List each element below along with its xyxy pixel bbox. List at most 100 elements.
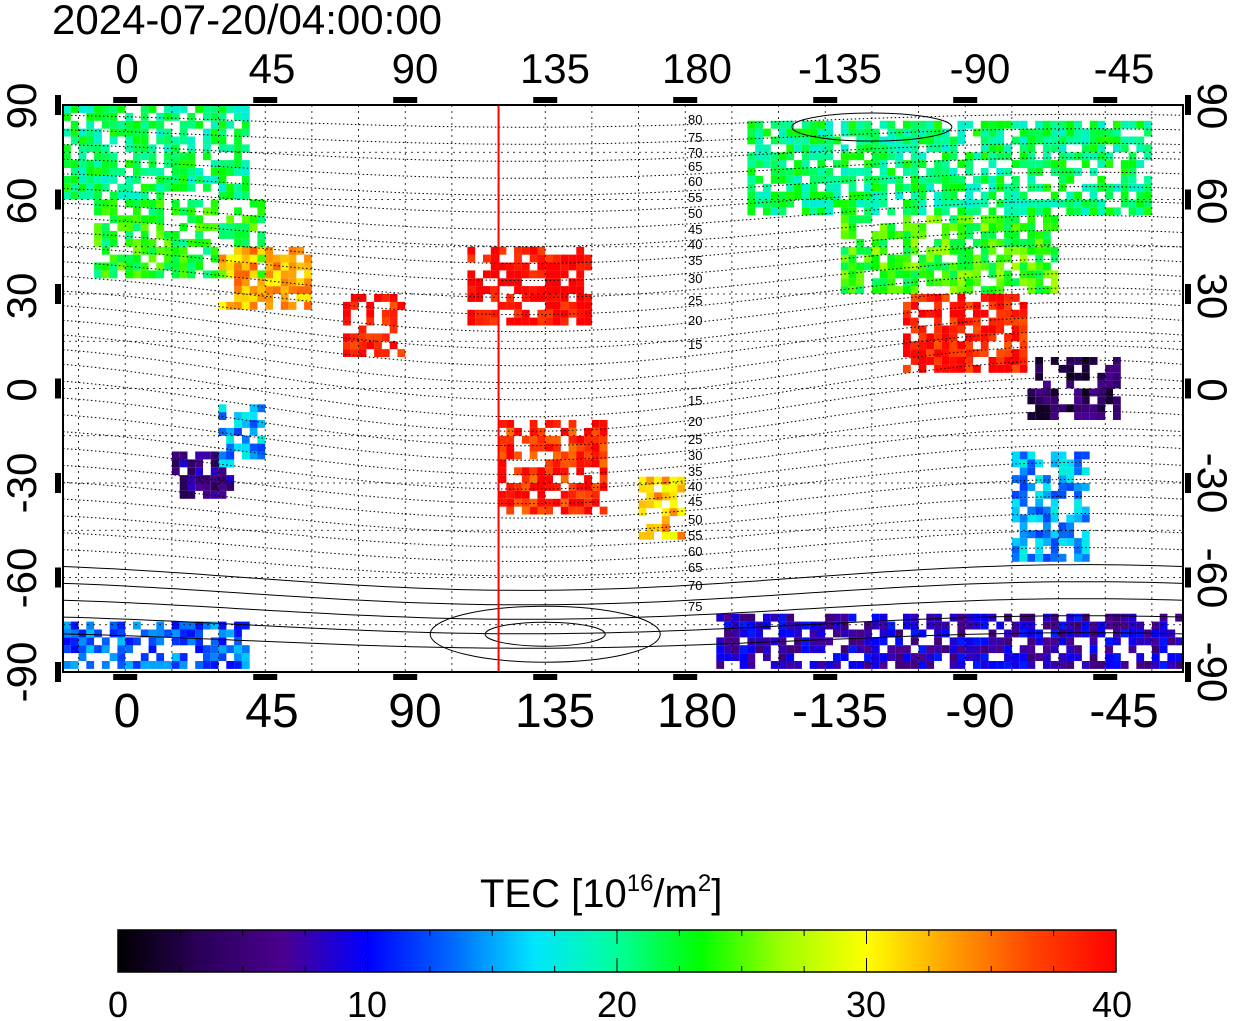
tec-cell [498,490,507,499]
tec-cell [669,476,678,485]
tec-cell [1011,262,1020,271]
tec-cell [1136,136,1145,145]
tec-cell [467,270,476,279]
tec-cell [918,357,927,365]
tec-cell [887,168,896,176]
tec-cell [70,168,79,176]
tec-cell [809,621,818,630]
tec-cell [941,341,950,350]
tec-cell [778,136,787,145]
tec-cell [755,191,763,200]
tec-cell [514,427,522,436]
tec-cell [241,105,250,113]
tec-cell [133,262,141,271]
tec-cell [786,613,795,622]
tec-cell [389,301,398,310]
tec-cell [203,451,211,460]
tec-cell [1011,451,1020,460]
tec-cell [1027,278,1036,287]
tec-cell [171,105,180,113]
tec-cell [724,653,732,661]
tec-cell [1097,128,1106,137]
contour-line [63,229,1183,264]
tec-cell [716,661,725,669]
tec-cell [1089,388,1098,397]
tec-cell [140,191,149,200]
tec-cell [1066,357,1075,365]
tec-cell [980,286,989,294]
tec-cell [856,120,865,129]
tec-cell [210,223,219,231]
tec-cell [840,629,849,638]
tec-cell [241,215,250,224]
tec-cell [980,325,989,334]
bottom-x-tick-label: 45 [245,685,298,738]
tec-cell [599,459,608,468]
tec-cell [1074,404,1082,413]
tec-cell [584,301,592,310]
tec-cell [249,301,258,310]
tec-cell [996,294,1005,302]
tec-cell [965,168,973,176]
tec-cell [833,613,841,622]
tec-cell [848,223,857,231]
tec-cell [179,246,188,255]
tec-cell [366,309,375,318]
tec-cell [133,168,141,176]
tec-cell [871,231,880,239]
tec-cell [871,152,880,161]
tec-cell [179,152,188,161]
tec-cell [133,152,141,161]
tec-cell [833,175,841,184]
tec-cell [1159,613,1168,622]
tec-cell [148,207,157,216]
tec-cell [148,160,157,168]
tec-cell [288,270,297,279]
tec-cell [1066,637,1075,646]
tec-cell [374,294,382,302]
tec-cell [140,105,149,113]
tec-cell [848,278,857,287]
tec-cell [537,254,546,263]
tec-cell [490,294,499,302]
tec-cell [778,152,787,161]
tec-cell [467,246,476,255]
tec-cell [988,637,997,646]
tec-cell [934,215,942,224]
tec-cell [1011,238,1020,247]
tec-cell [856,278,865,287]
tec-cell [226,427,235,436]
tec-cell [996,168,1005,176]
tec-cell [133,254,141,263]
tec-cell [1066,175,1075,184]
tec-cell [801,191,810,200]
tec-cell [218,637,227,646]
tec-cell [78,653,87,661]
bottom-x-tick-label: -45 [1089,685,1158,738]
tec-cell [1043,637,1051,646]
tec-cell [257,207,266,216]
tec-cell [1105,621,1113,630]
tec-cell [638,508,647,517]
tec-cell [786,661,795,669]
tec-cell [1019,238,1028,247]
tec-cell [1035,530,1043,539]
tec-cell [226,435,235,444]
tec-cell [716,645,725,654]
tec-cell [514,467,522,476]
tec-cell [1089,357,1098,365]
tec-cell [249,420,258,428]
tec-cell [203,112,211,121]
tec-cell [833,621,841,630]
tec-cell [529,420,538,428]
tec-cell [809,152,818,161]
tec-cell [1050,199,1059,208]
tec-cell [1050,490,1059,499]
x-tick-mark [813,97,838,103]
tec-cell [1011,120,1020,129]
tec-cell [934,317,942,326]
tec-cell [187,637,196,646]
tec-cell [1050,629,1059,638]
top-x-tick-label: 135 [520,45,590,92]
tec-cell [560,294,569,302]
